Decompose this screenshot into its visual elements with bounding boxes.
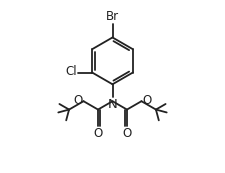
Text: Cl: Cl <box>65 65 77 78</box>
Text: N: N <box>108 98 117 111</box>
Text: Br: Br <box>106 10 119 23</box>
Text: O: O <box>122 127 132 140</box>
Text: O: O <box>142 94 152 107</box>
Text: O: O <box>93 127 103 140</box>
Text: O: O <box>73 94 83 107</box>
